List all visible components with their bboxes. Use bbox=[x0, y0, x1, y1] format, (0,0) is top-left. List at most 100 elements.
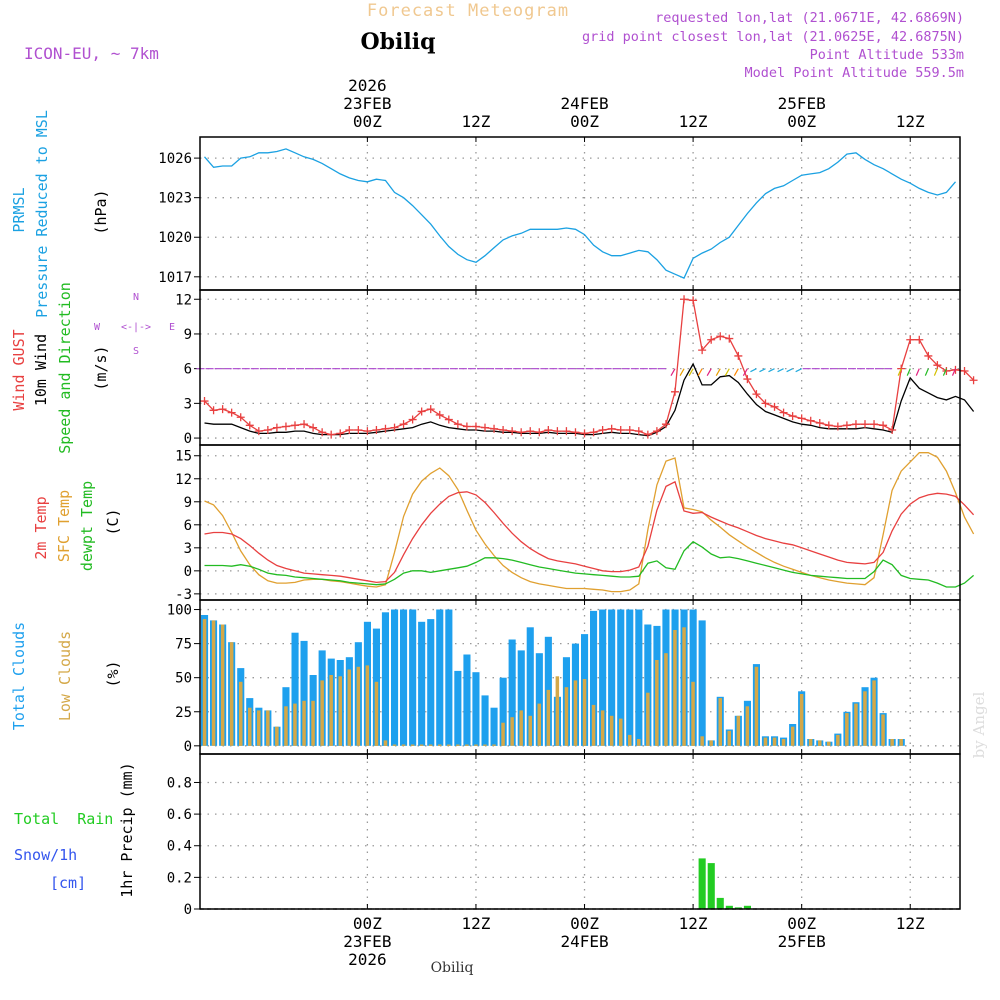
gust-marker bbox=[634, 427, 643, 436]
low-cloud-bar bbox=[510, 717, 514, 746]
gust-marker bbox=[481, 423, 489, 432]
low-cloud-bar bbox=[591, 704, 596, 746]
low-cloud-bar bbox=[790, 726, 795, 746]
gust-marker bbox=[752, 390, 761, 399]
time-label: 23FEB bbox=[343, 94, 391, 113]
gust-label: Wind GUST bbox=[10, 329, 28, 410]
time-label: 12Z bbox=[461, 914, 490, 933]
pressure-line bbox=[204, 148, 956, 279]
low-cloud-bar bbox=[456, 744, 460, 746]
compass-n: N bbox=[133, 292, 139, 303]
gust-marker bbox=[661, 420, 670, 429]
prmsl-unit: (hPa) bbox=[92, 189, 110, 234]
low-cloud-bar bbox=[419, 744, 424, 746]
gust-marker bbox=[689, 296, 698, 305]
gust-marker bbox=[300, 420, 309, 429]
gust-marker bbox=[390, 423, 399, 432]
gust-marker bbox=[553, 427, 562, 436]
gust-marker bbox=[797, 414, 806, 423]
gust-marker bbox=[227, 408, 236, 417]
panel-wind: 0 3 6 9 12 bbox=[175, 290, 960, 447]
low-cloud-bar bbox=[546, 689, 551, 746]
gust-marker bbox=[833, 422, 842, 431]
panel-background bbox=[200, 445, 960, 600]
wind-arrow bbox=[724, 368, 730, 376]
low-cloud-bar bbox=[655, 660, 659, 746]
low-cloud-bar bbox=[347, 669, 351, 746]
y-tick-label: 15 bbox=[175, 449, 192, 465]
sfc-label: SFC Temp bbox=[55, 490, 73, 562]
wind-arrow bbox=[706, 368, 712, 376]
total-cloud-bar bbox=[490, 707, 498, 746]
gust-marker bbox=[861, 420, 869, 429]
low-cloud-bar bbox=[799, 694, 804, 746]
wind-arrow bbox=[715, 368, 721, 376]
low-cloud-bar bbox=[781, 739, 786, 746]
total-cloud-bar bbox=[381, 612, 389, 746]
low-cloud-bar bbox=[573, 680, 578, 746]
y-tick-label: 9 bbox=[184, 495, 192, 511]
temp-titles: 2m Temp SFC Temp dewpt Temp (C) bbox=[32, 481, 122, 571]
low-cloud-bar bbox=[700, 736, 704, 746]
wind-arrow bbox=[906, 368, 911, 376]
gust-marker bbox=[671, 387, 679, 396]
total-cloud-bar bbox=[599, 609, 607, 746]
wind-arrow bbox=[915, 368, 920, 376]
low-cloud-bar bbox=[727, 730, 731, 746]
rain-bar bbox=[716, 897, 724, 909]
time-label: 24FEB bbox=[560, 932, 608, 951]
low-cloud-bar bbox=[383, 740, 388, 746]
low-cloud-bar bbox=[329, 675, 333, 746]
low-cloud-bar bbox=[229, 642, 234, 746]
low-cloud-bar bbox=[401, 744, 406, 746]
low-cloud-bar bbox=[465, 744, 469, 746]
gust-marker bbox=[824, 421, 833, 430]
total-cloud-bar bbox=[300, 640, 308, 746]
low-cloud-bar bbox=[474, 744, 478, 746]
low-cloud-bar bbox=[302, 700, 306, 746]
low-cloud-bar bbox=[374, 681, 379, 746]
y-tick-label: 12 bbox=[175, 472, 192, 488]
precip-unit: 1hr Precip (mm) bbox=[118, 762, 136, 897]
low-cloud-bar bbox=[600, 710, 605, 746]
gust-marker bbox=[716, 332, 725, 341]
time-label: 00Z bbox=[353, 112, 382, 131]
y-tick-label: 0.2 bbox=[167, 870, 192, 886]
low-cloud-bar bbox=[275, 726, 279, 746]
low-cloud-bar bbox=[718, 698, 722, 746]
gridpoint-coords: grid point closest lon,lat (21.0625E, 42… bbox=[582, 29, 964, 45]
cloud-unit: (%) bbox=[104, 660, 122, 687]
rain-bar bbox=[707, 863, 715, 909]
watermark: by Angel bbox=[970, 691, 988, 758]
low-clouds-label: Low Clouds bbox=[56, 631, 74, 721]
gust-marker bbox=[281, 422, 290, 431]
dewpt-line bbox=[204, 540, 975, 588]
low-cloud-bar bbox=[691, 681, 695, 746]
gust-marker bbox=[915, 335, 924, 344]
snow-label: Snow/1h bbox=[14, 846, 77, 864]
gust-marker bbox=[643, 430, 652, 439]
wind-arrow bbox=[786, 368, 793, 373]
precip-titles: Total Rain Snow/1h [cm] 1hr Precip (mm) bbox=[14, 762, 136, 897]
total-cloud-bar bbox=[427, 619, 435, 746]
low-cloud-bar bbox=[736, 715, 741, 746]
low-cloud-bar bbox=[637, 739, 641, 746]
gust-marker bbox=[318, 428, 327, 437]
gust-marker bbox=[336, 429, 345, 438]
rain-bar bbox=[743, 905, 751, 909]
gust-marker bbox=[598, 425, 607, 434]
gust-marker bbox=[906, 335, 915, 344]
total-cloud-bar bbox=[635, 609, 643, 746]
y-tick-label: 1017 bbox=[158, 270, 192, 286]
wind-arrow bbox=[733, 368, 739, 376]
total-cloud-bar bbox=[689, 609, 697, 746]
low-cloud-bar bbox=[320, 680, 324, 746]
wind-arrow bbox=[679, 368, 685, 376]
low-cloud-bar bbox=[818, 740, 822, 746]
gust-marker bbox=[490, 424, 499, 433]
gust-marker bbox=[471, 422, 480, 431]
gust-marker bbox=[842, 421, 851, 430]
low-cloud-bar bbox=[890, 739, 894, 746]
model-altitude: Model Point Altitude 559.5m bbox=[745, 65, 964, 81]
